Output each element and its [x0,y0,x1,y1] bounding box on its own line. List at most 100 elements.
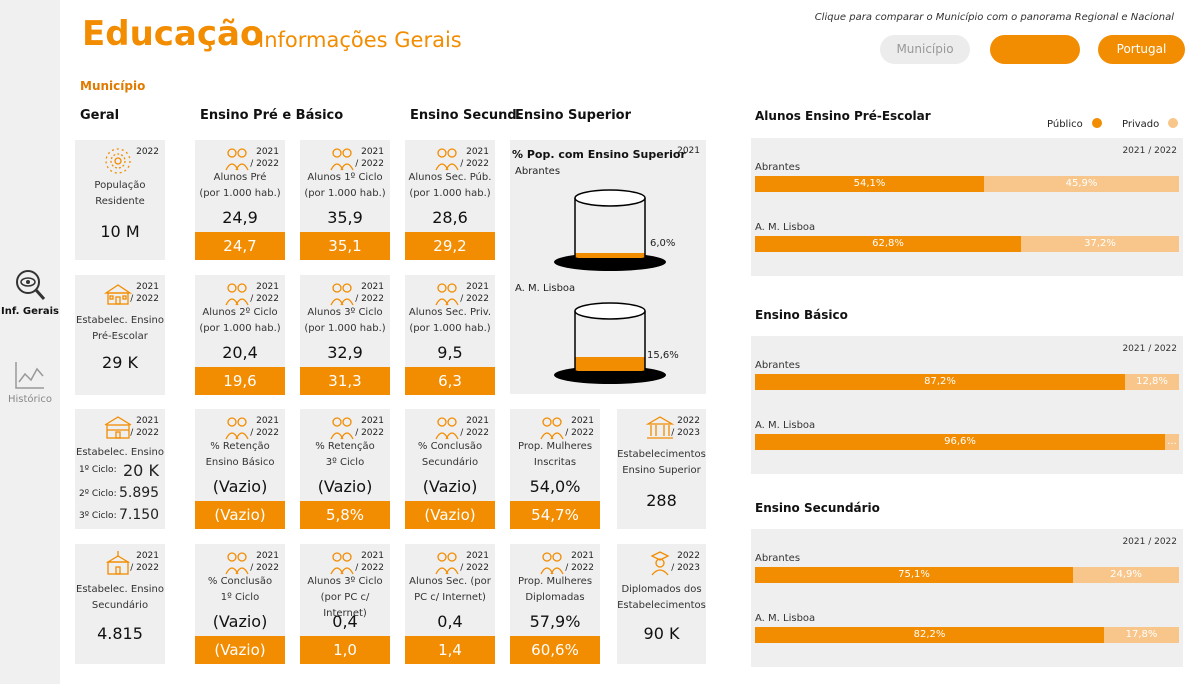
regional-button[interactable] [990,35,1080,64]
card-label: (por 1.000 hab.) [199,188,281,199]
laptop-graduate-icon [435,552,459,575]
card-value: 54,0% [529,477,581,496]
card-ret-3c: 2021 / 2022 % Retenção 3º Ciclo (Vazio) … [300,409,390,529]
compare-hint: Clique para comparar o Município com o p… [814,12,1174,23]
card-alunos-pre: 2021 / 2022 Alunos Pré (por 1.000 hab.) … [195,140,285,260]
card-bar-value: 29,2 [405,232,495,260]
card-sec-pc: 2021 / 2022 Alunos Sec. (por PC c/ Inter… [405,544,495,664]
hierarchy-icon [225,417,249,440]
ciclo-2-value: 5.895 [119,485,160,501]
card-label: Estabelec. Ensino [76,584,164,595]
card-value: 0,4 [332,612,358,631]
card-label: Secundário [91,600,149,611]
card-label: Inscritas [533,457,577,468]
card-label: Secundário [421,457,479,468]
stacked-bar: 75,1% 24,9% [755,567,1179,583]
card-year: 2021 / 2022 [130,551,159,573]
card-label: Estabelec. Ensino [76,447,164,458]
card-year: 2021 / 2022 [460,147,489,169]
panel-year: 2021 / 2022 [1122,537,1177,547]
card-alunos-1c: 2021 / 2022 Alunos 1º Ciclo (por 1.000 h… [300,140,390,260]
card-value: 24,9 [222,208,258,227]
ciclo-1-label: 1º Ciclo: [79,465,117,475]
card-year: 2021 / 2022 [460,282,489,304]
legend-dot [1168,118,1179,128]
column-header-secund: Ensino Secund. [410,108,522,123]
stacked-bar-panel: 2021 / 2022 Abrantes 75,1% 24,9% A. M. Li… [751,529,1183,667]
students-icon [225,283,249,306]
card-label: Alunos Sec. Púb. [408,172,492,183]
card-label: % Retenção [210,441,270,452]
card-year: 2021 / 2022 [250,551,279,573]
card-year: 2021 / 2022 [565,551,594,573]
bar-privado: 17,8% [1104,627,1179,643]
card-label: Diplomadas [525,592,585,603]
panel-title: Ensino Secundário [755,501,880,515]
ciclo-2-label: 2º Ciclo: [79,489,117,499]
card-year: 2021 / 2022 [460,416,489,438]
card-bar-value: 6,3 [405,367,495,395]
card-label: Pré-Escolar [92,331,148,342]
card-year: 2021 / 2022 [250,147,279,169]
card-value: (Vazio) [212,612,268,631]
group-icon [225,552,249,575]
column-header-superior: Ensino Superior [515,108,631,123]
legend-dot [1091,118,1102,128]
card-alunos-2c: 2021 / 2022 Alunos 2º Ciclo (por 1.000 h… [195,275,285,395]
card-pop-superior: % Pop. com Ensino Superior 2021 Abrantes… [510,140,706,394]
line-chart-icon [15,362,44,389]
teens-icon [435,148,459,171]
card-label: Alunos 3º Ciclo [307,307,383,318]
legend-label: Público [1047,119,1083,130]
card-value: (Vazio) [317,477,373,496]
card-year: 2021 / 2022 [250,416,279,438]
card-label: Ensino Básico [205,457,275,468]
card-value: 57,9% [529,612,581,631]
graduation-cap-icon [435,417,459,440]
card-label: (por 1.000 hab.) [304,323,386,334]
card-value: 28,6 [432,208,468,227]
card-year: 2021 / 2022 [130,282,159,304]
card-label: Residente [95,196,145,207]
bar-publico: 75,1% [755,567,1073,583]
legend-publico: Público [1047,118,1102,130]
card-value: 90 K [643,624,680,643]
legend-privado: Privado [1122,118,1179,130]
eye-magnifier-icon [16,270,46,300]
municipio-button[interactable]: Município [880,35,970,64]
card-bar-value: 54,7% [510,501,600,529]
card-concl-1c: 2021 / 2022 % Conclusão 1º Ciclo (Vazio)… [195,544,285,664]
panel-year: 2021 / 2022 [1122,146,1177,156]
stacked-bar: 87,2% 12,8% [755,374,1179,390]
column-header-geral: Geral [80,108,120,123]
section-label: Município [80,79,146,93]
card-populacao: 2022 População Residente 10 M [75,140,165,260]
teens-pair-icon [435,283,459,306]
portugal-button[interactable]: Portugal [1098,35,1185,64]
card-bar-value: 24,7 [195,232,285,260]
panel-title: Alunos Ensino Pré-Escolar [755,109,931,123]
sidebar-item-historico[interactable]: Histórico [0,360,60,405]
card-year: 2021 / 2022 [355,147,384,169]
card-label: 1º Ciclo [220,592,260,603]
card-bar-value: 31,3 [300,367,390,395]
card-value: 10 M [100,222,140,241]
sidebar-item-inf-gerais[interactable]: Inf. Gerais [0,268,60,317]
card-bar-value: (Vazio) [195,501,285,529]
card-label: Prop. Mulheres [517,576,593,587]
card-label: Alunos 3º Ciclo [307,576,383,587]
card-label: Estabelec. Ensino [76,315,164,326]
superior-year: 2021 [677,146,700,156]
card-value: 288 [646,491,677,510]
child-balloon-icon [225,148,249,171]
card-estab-basico: 2021 / 2022 Estabelec. Ensino 1º Ciclo: … [75,409,165,529]
panel-title: Ensino Básico [755,308,848,322]
school-building-icon [103,284,133,305]
card-bar-value: 35,1 [300,232,390,260]
card-label: (por 1.000 hab.) [199,323,281,334]
panel-year: 2021 / 2022 [1122,344,1177,354]
children-icon [330,148,354,171]
card-label: (por PC c/ Internet) [320,592,370,619]
card-value: 32,9 [327,343,363,362]
school-icon [104,416,132,439]
